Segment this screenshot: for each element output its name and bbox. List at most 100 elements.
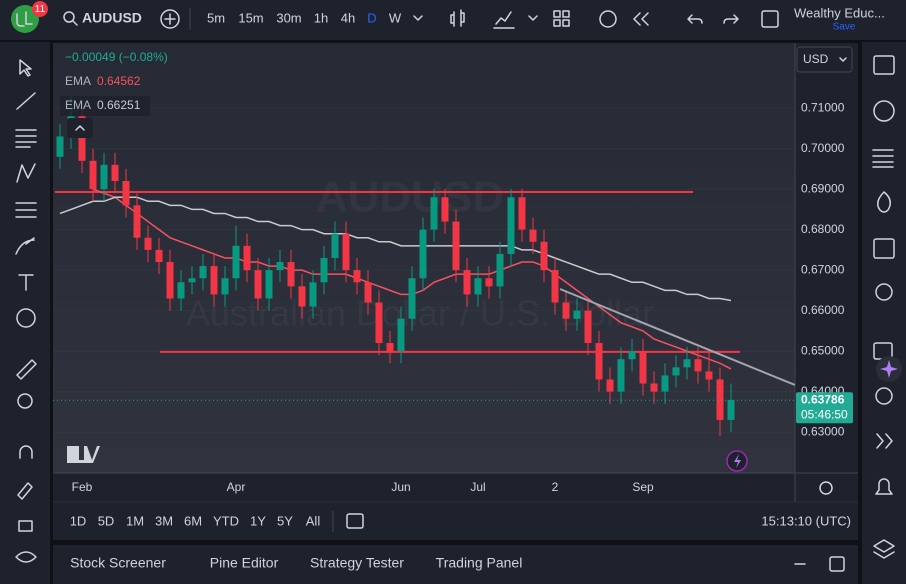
bottom-tabs: Stock Screener Pine Editor Strategy Tester… [70,555,522,571]
account-name[interactable]: Wealthy Educ... [794,5,885,20]
y-tick-label: 0.65000 [801,343,845,357]
candle-body [155,249,163,263]
compare-button[interactable] [160,9,180,29]
text-tool[interactable] [18,274,34,291]
projection-tool[interactable] [15,202,37,218]
candle-body [100,164,108,190]
candle-body [474,278,482,295]
clock[interactable]: 15:13:10 (UTC) [761,513,851,528]
candle-body [232,245,240,279]
range-button[interactable]: 6M [184,513,202,528]
magnet-tool[interactable] [19,445,33,459]
candle-body [353,270,361,283]
notifications-icon[interactable] [875,478,893,495]
maximize-panel[interactable] [829,556,845,572]
news-icon[interactable] [872,149,894,168]
tv-logo[interactable] [67,446,100,463]
settings-icon[interactable] [819,481,833,495]
visibility-tool[interactable] [15,551,37,563]
layers-icon[interactable] [873,539,895,559]
ideas-icon[interactable] [875,283,893,301]
y-tick-label: 0.71000 [801,100,845,114]
zoom-tool[interactable] [17,393,33,409]
lock-tool[interactable] [18,520,33,532]
panel-tab[interactable]: Pine Editor [210,555,279,571]
layout-icon[interactable] [553,10,570,27]
save-label[interactable]: Save [833,22,856,33]
timeframe-button[interactable]: 1h [314,10,328,25]
candle-body [595,343,603,380]
goto-date-icon[interactable] [346,513,364,529]
replay-icon[interactable] [633,12,649,26]
range-button[interactable]: 5Y [277,513,293,528]
brush-tool[interactable] [15,237,35,255]
left-toolbar [0,42,50,584]
trendline-drawing[interactable] [559,288,795,386]
calendar-icon[interactable] [873,238,895,259]
candle-body [144,237,152,250]
price-axis: 0.630000.640000.650000.660000.670000.680… [801,100,845,438]
legend-collapse[interactable] [67,118,93,138]
candle-body [133,205,141,238]
range-button[interactable]: YTD [213,513,239,528]
candle-body [265,270,273,299]
alert-icon[interactable] [599,10,617,28]
candle-body [320,257,328,283]
range-button[interactable]: 5D [98,513,115,528]
candle-body [507,197,515,254]
emoji-tool[interactable] [16,308,36,328]
indicators-dropdown[interactable] [528,15,538,21]
ema-line [59,196,732,302]
timeframe-button[interactable]: 15m [238,10,263,25]
fib-tool[interactable] [15,129,37,148]
replay-sidebar-icon[interactable] [876,433,893,449]
trendline-tool[interactable] [16,92,36,110]
panel-tab[interactable]: Trading Panel [436,555,523,571]
range-button[interactable]: 1Y [250,513,266,528]
fullscreen-icon[interactable] [761,10,779,28]
redo-icon[interactable] [723,14,739,24]
indicators-icon[interactable] [493,11,515,29]
right-sidebar [862,42,906,584]
watchlist-icon[interactable] [873,55,895,75]
timeframe-button[interactable]: W [389,10,402,25]
y-tick-label: 0.70000 [801,141,845,155]
panel-tab[interactable]: Stock Screener [70,555,166,571]
timeframe-button[interactable]: 5m [207,10,225,25]
range-button[interactable]: 3M [155,513,173,528]
chart-type-icon[interactable] [450,9,465,27]
hotlist-icon[interactable] [877,191,891,213]
range-button[interactable]: 1M [126,513,144,528]
y-tick-label: 0.67000 [801,262,845,276]
legend-value: 0.66251 [97,98,141,112]
undo-icon[interactable] [687,14,703,24]
candle-body [584,310,592,344]
currency[interactable]: USD [803,52,829,66]
bulb-icon[interactable] [875,387,893,405]
candle-body [540,241,548,271]
cursor-tool[interactable] [19,59,32,77]
panel-tab[interactable]: Strategy Tester [310,555,404,571]
symbol[interactable]: AUDUSD [82,10,142,26]
currency-button[interactable] [796,46,853,73]
candle-body [298,286,306,307]
range-button[interactable]: All [306,513,321,528]
y-tick-label: 0.68000 [801,222,845,236]
candle-body [485,278,493,287]
timeframe-button[interactable]: D [367,10,376,25]
last-price-label: 0.63786 [801,392,845,406]
timeframe-button[interactable]: 30m [276,10,301,25]
search-icon[interactable] [63,11,75,23]
timeframe-dropdown[interactable] [413,15,423,21]
pattern-tool[interactable] [16,163,36,183]
alerts-icon[interactable] [873,100,895,122]
candle-body [386,343,394,352]
range-button[interactable]: 1D [70,513,87,528]
candle-body [331,233,339,258]
timeframe-button[interactable]: 4h [341,10,355,25]
measure-tool[interactable] [16,359,37,380]
candle-body [606,379,614,392]
candle-body [287,262,295,287]
draw-mode-tool[interactable] [17,482,33,500]
